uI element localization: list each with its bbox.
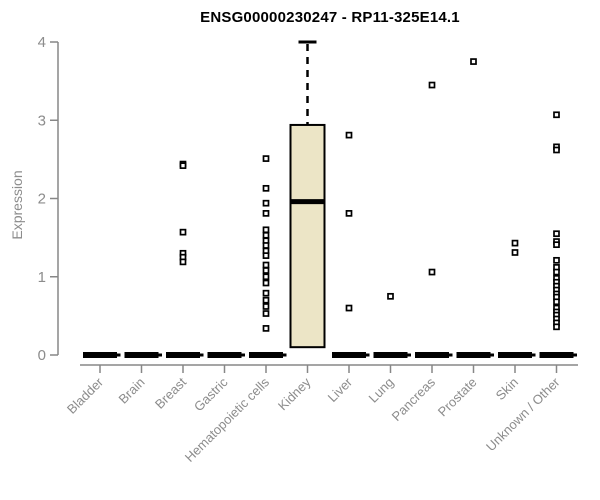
- outlier-point: [262, 242, 270, 249]
- chart-title: ENSG00000230247 - RP11-325E14.1: [200, 9, 460, 26]
- outlier-point: [262, 155, 270, 162]
- outlier-point: [511, 249, 519, 256]
- x-category-label: Pancreas: [389, 374, 439, 424]
- whisker-cap: [117, 353, 121, 357]
- x-category-label: Prostate: [435, 375, 480, 420]
- outlier-point: [262, 273, 270, 281]
- outlier-point: [345, 131, 353, 139]
- whisker-cap: [366, 353, 370, 357]
- outlier-point: [262, 231, 270, 239]
- outlier-point: [262, 325, 270, 332]
- outlier-point: [262, 252, 270, 259]
- outlier-point: [262, 303, 270, 310]
- x-category-label: Liver: [325, 374, 356, 405]
- x-category-label: Breast: [152, 374, 189, 411]
- y-tick-label: 1: [38, 269, 46, 286]
- outlier-point: [179, 162, 187, 169]
- outlier-point: [262, 184, 270, 192]
- x-category-label: Kidney: [275, 374, 314, 413]
- outlier-point: [553, 298, 560, 306]
- collapsed-box: [166, 352, 200, 358]
- outlier-point: [553, 256, 560, 264]
- whisker-cap: [200, 353, 204, 357]
- whisker-cap: [241, 353, 245, 357]
- outlier-point: [553, 323, 560, 331]
- outlier-point: [553, 268, 560, 276]
- x-category-label: Gastric: [191, 374, 231, 414]
- outlier-point: [262, 210, 270, 217]
- outlier-point: [262, 310, 270, 317]
- y-tick-label: 4: [38, 34, 46, 51]
- x-category-label: Brain: [116, 375, 148, 407]
- outlier-point: [387, 292, 394, 300]
- x-category-label: Unknown / Other: [483, 374, 563, 454]
- collapsed-box: [373, 352, 408, 358]
- outlier-point: [511, 239, 519, 247]
- outlier-point: [553, 146, 560, 154]
- x-category-label: Skin: [493, 375, 521, 403]
- outlier-point: [262, 199, 270, 207]
- outlier-point: [345, 210, 353, 217]
- collapsed-box: [539, 352, 574, 358]
- outlier-point: [262, 261, 270, 269]
- collapsed-box: [124, 352, 159, 358]
- collapsed-box: [498, 352, 532, 358]
- collapsed-box: [83, 352, 117, 358]
- whisker-cap: [573, 353, 577, 357]
- whisker-cap: [283, 353, 287, 357]
- outlier-point: [553, 111, 560, 119]
- outlier-point: [262, 289, 270, 297]
- box: [289, 123, 326, 349]
- collapsed-box: [332, 352, 366, 358]
- y-tick-label: 3: [38, 112, 46, 129]
- outlier-point: [179, 258, 187, 266]
- y-tick-label: 0: [38, 347, 46, 364]
- outlier-point: [553, 241, 560, 249]
- outlier-point: [262, 296, 270, 304]
- collapsed-box: [456, 352, 491, 358]
- x-category-label: Bladder: [64, 374, 107, 417]
- outlier-point: [553, 230, 560, 238]
- collapsed-box: [207, 352, 242, 358]
- outlier-point: [428, 81, 436, 89]
- outlier-point: [262, 226, 270, 234]
- outlier-point: [428, 268, 436, 276]
- whisker-cap: [532, 353, 536, 357]
- whisker-cap: [449, 353, 453, 357]
- whisker-cap: [490, 353, 494, 357]
- whisker-cap: [407, 353, 411, 357]
- outlier-point: [262, 279, 270, 287]
- x-category-label: Lung: [366, 375, 397, 406]
- median-line: [290, 199, 325, 205]
- outlier-point: [470, 58, 477, 65]
- whisker-cap: [158, 353, 162, 357]
- y-tick-label: 2: [38, 191, 46, 208]
- collapsed-box: [415, 352, 449, 358]
- outlier-point: [179, 228, 187, 236]
- outlier-point: [345, 304, 353, 312]
- outlier-point: [262, 267, 270, 274]
- collapsed-box: [249, 352, 283, 358]
